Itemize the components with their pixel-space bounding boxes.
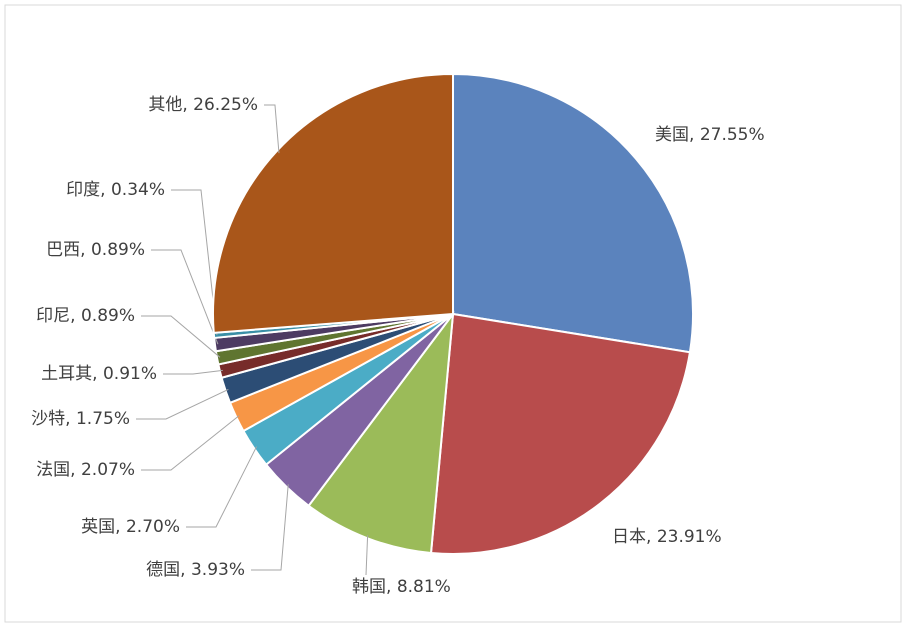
data-label: 法国, 2.07% [36,460,135,480]
category-name: 日本 [612,527,646,547]
value-label: 0.89% [81,306,135,326]
category-name: 印度 [66,180,100,200]
data-label: 美国, 27.55% [655,125,765,145]
value-label: 27.55% [700,125,765,145]
category-name: 法国 [36,460,70,480]
label-separator: , [689,125,700,145]
label-separator: , [70,460,81,480]
data-label: 日本, 23.91% [612,527,722,547]
label-separator: , [92,364,103,384]
pie-slice [452,72,694,354]
label-separator: , [115,517,126,537]
data-label: 德国, 3.93% [146,560,245,580]
leader-line [186,446,258,528]
label-separator: , [180,560,191,580]
category-name: 土耳其 [41,364,92,384]
leader-line [251,484,289,571]
label-separator: , [182,95,193,115]
leader-line [151,249,219,345]
value-label: 8.81% [397,577,451,597]
leader-line [171,189,218,336]
pie-slice [307,310,455,555]
leader-line [141,315,221,358]
value-label: 1.75% [76,409,130,429]
leader-line [163,369,223,375]
data-label: 印度, 0.34% [66,180,165,200]
label-separator: , [100,180,111,200]
data-label: 印尼, 0.89% [36,306,135,326]
category-name: 美国 [655,125,689,145]
value-label: 23.91% [657,527,722,547]
value-label: 2.70% [126,517,180,537]
leader-line [136,388,229,420]
leader-line [264,104,280,154]
label-separator: , [386,577,397,597]
leader-line [141,415,240,471]
label-separator: , [65,409,76,429]
category-name: 德国 [146,560,180,580]
data-label: 巴西, 0.89% [46,240,145,260]
leader-line [365,535,369,576]
data-label: 韩国, 8.81% [352,577,451,597]
value-label: 0.89% [91,240,145,260]
data-label: 其他, 26.25% [148,95,258,115]
value-label: 0.34% [111,180,165,200]
data-label: 英国, 2.70% [81,517,180,537]
value-label: 26.25% [193,95,258,115]
category-name: 沙特 [31,409,65,429]
pie-slice [212,72,454,334]
value-label: 3.93% [191,560,245,580]
value-label: 0.91% [103,364,157,384]
category-name: 印尼 [36,306,70,326]
category-name: 巴西 [46,240,80,260]
category-name: 其他 [148,95,182,115]
category-name: 韩国 [352,577,386,597]
data-label: 土耳其, 0.91% [41,364,157,384]
data-label: 沙特, 1.75% [31,409,130,429]
pie-slice [429,312,692,555]
label-separator: , [70,306,81,326]
label-separator: , [646,527,657,547]
value-label: 2.07% [81,460,135,480]
label-separator: , [80,240,91,260]
category-name: 英国 [81,517,115,537]
